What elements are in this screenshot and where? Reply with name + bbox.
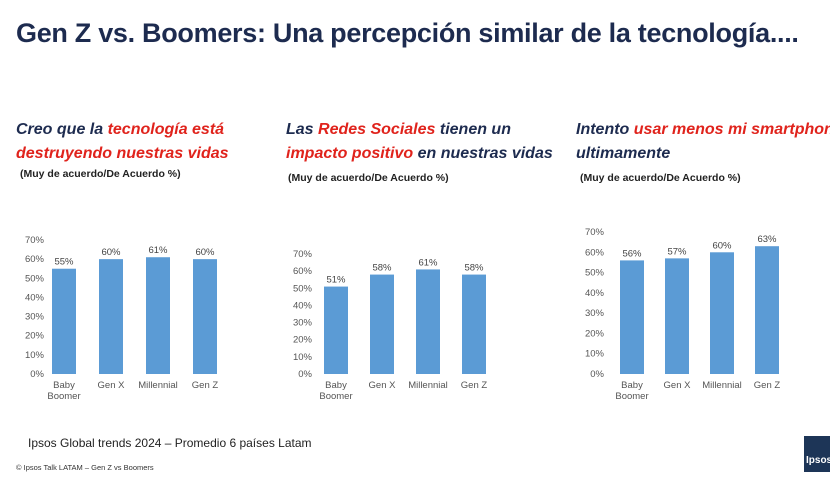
y-tick-label: 30%: [25, 312, 45, 323]
x-tick-label: Boomer: [319, 391, 352, 402]
data-label: 56%: [622, 248, 642, 259]
data-label: 61%: [148, 245, 168, 256]
heading-text: Las: [286, 121, 319, 138]
x-tick-label: Gen X: [369, 380, 397, 391]
y-tick-label: 10%: [293, 352, 313, 363]
bar-1: [620, 260, 644, 374]
panel-heading: Intento usar menos mi smartphone ultimam…: [576, 118, 830, 166]
ipsos-logo: Ipsos: [804, 436, 830, 472]
heading-highlight: usar menos mi smartphone: [633, 121, 830, 138]
heading-text: en nuestras vidas: [413, 145, 553, 162]
data-label: 60%: [712, 240, 732, 251]
y-tick-label: 10%: [585, 349, 605, 360]
y-tick-label: 30%: [293, 318, 313, 329]
x-tick-label: Baby: [621, 380, 643, 391]
heading-text: Intento: [576, 121, 634, 138]
x-tick-label: Millennial: [408, 380, 448, 391]
copyright-note: © Ipsos Talk LATAM – Gen Z vs Boomers: [16, 463, 154, 472]
bar-3: [146, 257, 170, 374]
y-tick-label: 60%: [293, 266, 313, 277]
y-tick-label: 20%: [25, 331, 45, 342]
heading-highlight: impacto positivo: [286, 145, 414, 162]
bar-3: [710, 252, 734, 374]
bar-1: [52, 268, 76, 374]
x-tick-label: Gen Z: [754, 380, 781, 391]
chart-panel-tecnologia: Creo que la tecnología está destruyendo …: [16, 118, 286, 408]
y-tick-label: 50%: [25, 273, 45, 284]
data-label: 60%: [101, 247, 121, 258]
y-tick-label: 70%: [25, 235, 45, 246]
y-tick-label: 40%: [25, 292, 45, 303]
heading-text: tienen un: [435, 121, 511, 138]
source-footer: Ipsos Global trends 2024 – Promedio 6 pa…: [28, 436, 312, 450]
heading-highlight: tecnología está destruyendo nuestras vid…: [16, 121, 229, 162]
panel-heading: Creo que la tecnología está destruyendo …: [16, 118, 286, 166]
x-tick-label: Baby: [325, 380, 347, 391]
bar-3: [416, 269, 440, 374]
x-tick-label: Gen Z: [192, 380, 219, 391]
bar-2: [99, 259, 123, 374]
bar-1: [324, 286, 348, 374]
data-label: 51%: [326, 275, 346, 286]
page-title: Gen Z vs. Boomers: Una percepción simila…: [16, 18, 799, 48]
x-tick-label: Gen Z: [461, 380, 488, 391]
x-tick-label: Gen X: [98, 380, 126, 391]
bar-4: [755, 246, 779, 374]
panel-heading: Las Redes Sociales tienen un impacto pos…: [286, 118, 556, 166]
data-label: 58%: [464, 263, 484, 274]
bar-4: [462, 274, 486, 374]
panel-subtitle: (Muy de acuerdo/De Acuerdo %): [288, 172, 449, 184]
y-tick-label: 70%: [585, 227, 605, 238]
heading-highlight: Redes Sociales: [318, 121, 436, 138]
y-tick-label: 60%: [25, 254, 45, 265]
chart-panel-smartphone: Intento usar menos mi smartphone ultimam…: [576, 118, 830, 408]
panel-subtitle: (Muy de acuerdo/De Acuerdo %): [20, 168, 181, 180]
heading-text: ultimamente: [576, 145, 671, 162]
y-tick-label: 40%: [585, 288, 605, 299]
y-tick-label: 30%: [585, 308, 605, 319]
data-label: 60%: [195, 247, 215, 258]
bar-4: [193, 259, 217, 374]
data-label: 63%: [757, 234, 777, 245]
y-tick-label: 0%: [298, 369, 312, 380]
data-label: 61%: [418, 257, 438, 268]
y-tick-label: 50%: [585, 268, 605, 279]
y-tick-label: 0%: [590, 369, 604, 380]
y-tick-label: 20%: [585, 328, 605, 339]
y-tick-label: 40%: [293, 300, 313, 311]
chart-panel-redes-sociales: Las Redes Sociales tienen un impacto pos…: [286, 118, 556, 408]
y-tick-label: 0%: [30, 369, 44, 380]
x-tick-label: Boomer: [615, 391, 648, 402]
bar-2: [665, 258, 689, 374]
heading-text: Creo que la: [16, 121, 108, 138]
panel-subtitle: (Muy de acuerdo/De Acuerdo %): [580, 172, 741, 184]
y-tick-label: 60%: [585, 247, 605, 258]
data-label: 58%: [372, 263, 392, 274]
data-label: 57%: [667, 246, 687, 257]
x-tick-label: Millennial: [702, 380, 742, 391]
bar-2: [370, 274, 394, 374]
y-tick-label: 70%: [293, 249, 313, 260]
y-tick-label: 50%: [293, 283, 313, 294]
y-tick-label: 20%: [293, 335, 313, 346]
data-label: 55%: [54, 257, 74, 268]
x-tick-label: Baby: [53, 380, 75, 391]
x-tick-label: Millennial: [138, 380, 178, 391]
x-tick-label: Boomer: [47, 391, 80, 402]
x-tick-label: Gen X: [664, 380, 692, 391]
y-tick-label: 10%: [25, 350, 45, 361]
